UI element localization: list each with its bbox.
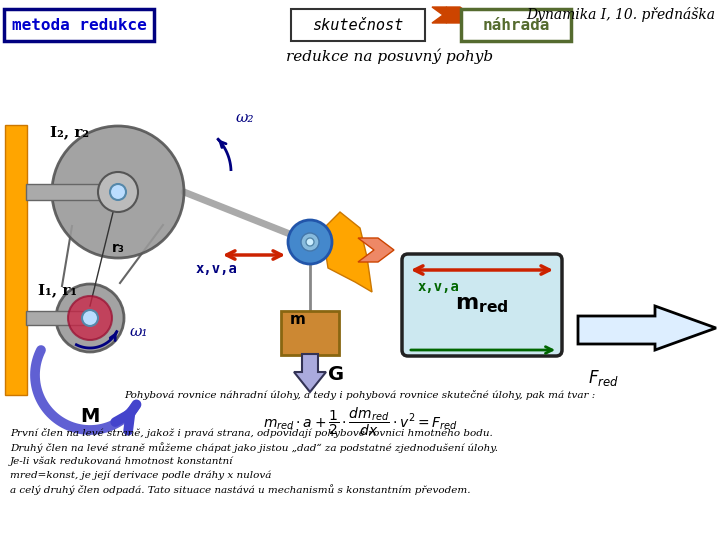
Polygon shape [655, 308, 710, 352]
Circle shape [306, 238, 314, 246]
Text: $\mathbf{m_{red}}$: $\mathbf{m_{red}}$ [455, 295, 509, 315]
Text: a celý druhý člen odpadá. Tato situace nastává u mechanismů s konstantním převod: a celý druhý člen odpadá. Tato situace n… [10, 484, 470, 495]
Circle shape [98, 172, 138, 212]
Circle shape [68, 296, 112, 340]
Text: Druhý člen na levé straně můžeme chápat jako jistou „dad“ za podstatné zjednoduš: Druhý člen na levé straně můžeme chápat … [10, 442, 498, 453]
Text: mred=konst, je její derivace podle dráhy x nulová: mred=konst, je její derivace podle dráhy… [10, 470, 271, 480]
Polygon shape [294, 354, 326, 392]
FancyBboxPatch shape [281, 311, 339, 355]
Bar [26, 184, 118, 200]
Text: První člen na levé straně, jakož i pravá strana, odpovídají pohybové rovnici hmo: První člen na levé straně, jakož i pravá… [10, 428, 492, 438]
Text: x,v,a: x,v,a [196, 262, 238, 276]
Text: x,v,a: x,v,a [418, 280, 460, 294]
Text: I₂, r₂: I₂, r₂ [50, 125, 89, 139]
Text: Je-li však redukovaná hmotnost konstantní: Je-li však redukovaná hmotnost konstantn… [10, 456, 237, 465]
Polygon shape [322, 212, 372, 292]
Text: r₃: r₃ [112, 241, 125, 255]
Circle shape [288, 220, 332, 264]
Polygon shape [432, 7, 457, 23]
Text: G: G [328, 366, 344, 384]
Text: M: M [81, 407, 99, 426]
Polygon shape [5, 125, 27, 395]
Text: Dynamika I, 10. přednáška: Dynamika I, 10. přednáška [526, 7, 715, 22]
Text: $F_{red}$: $F_{red}$ [588, 368, 619, 388]
Text: náhrada: náhrada [482, 17, 549, 32]
Circle shape [110, 184, 126, 200]
Polygon shape [578, 306, 716, 350]
Circle shape [301, 233, 319, 251]
FancyBboxPatch shape [461, 9, 571, 41]
Text: redukce na posuvný pohyb: redukce na posuvný pohyb [287, 48, 494, 64]
Text: ω₁: ω₁ [130, 325, 148, 339]
Text: m: m [290, 312, 306, 327]
Polygon shape [358, 238, 394, 262]
Text: Pohybová rovnice náhradní úlohy, a tedy i pohybová rovnice skutečné úlohy, pak m: Pohybová rovnice náhradní úlohy, a tedy … [125, 390, 595, 400]
FancyBboxPatch shape [580, 316, 655, 344]
FancyBboxPatch shape [402, 254, 562, 356]
Text: ω₂: ω₂ [236, 111, 254, 125]
Text: $m_{red} \cdot a + \dfrac{1}{2} \cdot \dfrac{dm_{red}}{dx} \cdot v^2 = F_{red}$: $m_{red} \cdot a + \dfrac{1}{2} \cdot \d… [263, 405, 457, 438]
FancyBboxPatch shape [291, 9, 425, 41]
Text: metoda redukce: metoda redukce [12, 17, 146, 32]
Bar [26, 311, 90, 325]
Circle shape [56, 284, 124, 352]
Text: skutečnost: skutečnost [312, 17, 404, 32]
Circle shape [82, 310, 98, 326]
Polygon shape [446, 7, 471, 23]
Text: I₁, r₁: I₁, r₁ [38, 283, 77, 297]
FancyBboxPatch shape [4, 9, 154, 41]
Circle shape [52, 126, 184, 258]
